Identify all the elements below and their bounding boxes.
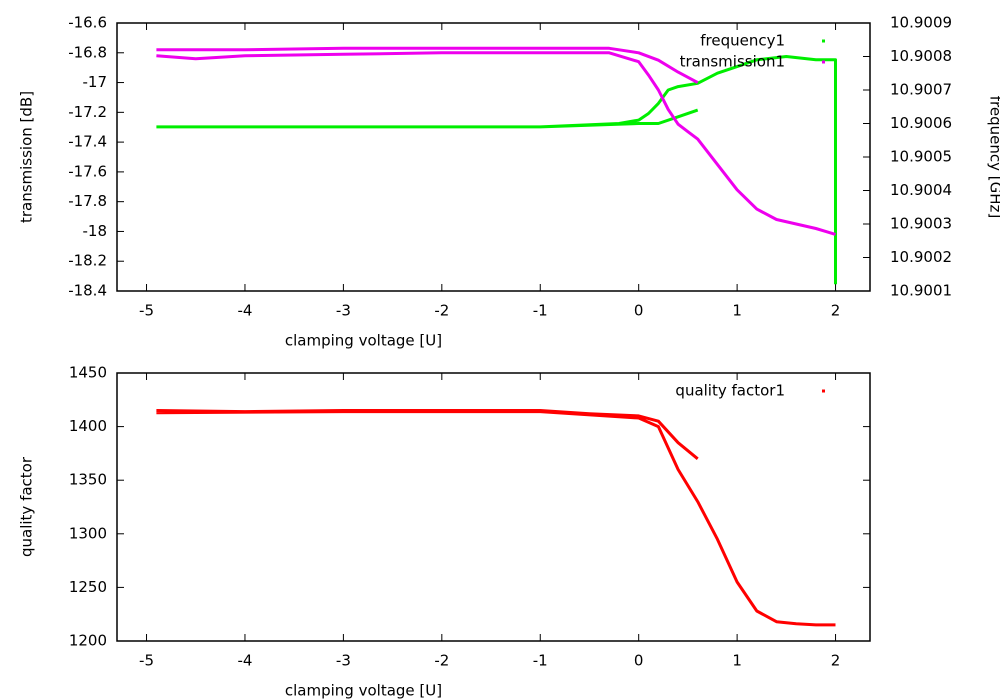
x-axis-label: clamping voltage [U]: [285, 332, 442, 350]
y-tick-label: -18.2: [68, 252, 107, 270]
y2-tick-label: 10.9001: [890, 282, 952, 300]
y2-tick-label: 10.9003: [890, 215, 952, 233]
series-line: [156, 409, 836, 627]
y-tick-label: -17.2: [68, 103, 107, 121]
y2-tick-label: 10.9009: [890, 14, 952, 32]
x-tick-label: -5: [139, 652, 154, 670]
legend-label: frequency1: [700, 32, 785, 50]
x-tick-label: 2: [831, 652, 841, 670]
y-tick-label: -16.8: [68, 43, 107, 61]
y2-tick-label: 10.9007: [890, 81, 952, 99]
y-tick-label: 1300: [69, 524, 107, 542]
x-tick-label: -4: [237, 302, 252, 320]
x-tick-label: -1: [533, 652, 548, 670]
y-axis-label: transmission [dB]: [18, 91, 36, 223]
x-axis-label: clamping voltage [U]: [285, 682, 442, 700]
plot-frame: [116, 372, 871, 642]
series-line: [156, 46, 836, 236]
x-tick-label: 2: [831, 302, 841, 320]
y-tick-label: 1400: [69, 417, 107, 435]
x-tick-label: -2: [434, 302, 449, 320]
y-tick-label: 1350: [69, 471, 107, 489]
x-tick-label: -1: [533, 302, 548, 320]
y-tick-label: -17.4: [68, 133, 107, 151]
x-tick-label: -3: [336, 652, 351, 670]
x-tick-label: 1: [732, 652, 742, 670]
y-tick-label: 1450: [69, 364, 107, 382]
legend-swatch: [822, 39, 825, 43]
series-line: [156, 55, 837, 285]
y2-axis-label: frequency [GHz]: [987, 96, 1000, 218]
y2-tick-label: 10.9002: [890, 248, 952, 266]
legend-label: quality factor1: [675, 382, 785, 400]
x-tick-label: -2: [434, 652, 449, 670]
legend-label: transmission1: [680, 53, 785, 71]
x-tick-label: -3: [336, 302, 351, 320]
y-tick-label: -17.6: [68, 162, 107, 180]
y-tick-label: 1250: [69, 578, 107, 596]
y-tick-label: 1200: [69, 632, 107, 650]
y2-tick-label: 10.9008: [890, 47, 952, 65]
y-tick-label: -17: [83, 73, 108, 91]
y2-tick-label: 10.9006: [890, 114, 952, 132]
y-tick-label: -18: [83, 222, 108, 240]
y-tick-label: -17.8: [68, 192, 107, 210]
y2-tick-label: 10.9005: [890, 148, 952, 166]
plot-frame: [116, 22, 871, 292]
x-tick-label: 0: [634, 652, 644, 670]
x-tick-label: -5: [139, 302, 154, 320]
y2-tick-label: 10.9004: [890, 181, 952, 199]
y-tick-label: -16.6: [68, 14, 107, 32]
y-tick-label: -18.4: [68, 282, 107, 300]
y-axis-label: quality factor: [18, 456, 36, 557]
x-tick-label: -4: [237, 652, 252, 670]
legend-swatch: [822, 389, 825, 393]
x-tick-label: 0: [634, 302, 644, 320]
legend-swatch: [822, 60, 825, 64]
x-tick-label: 1: [732, 302, 742, 320]
